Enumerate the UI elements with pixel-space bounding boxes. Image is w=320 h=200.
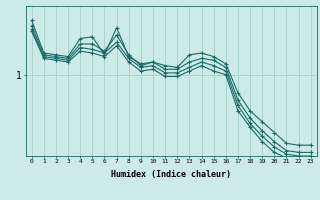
X-axis label: Humidex (Indice chaleur): Humidex (Indice chaleur) bbox=[111, 170, 231, 179]
